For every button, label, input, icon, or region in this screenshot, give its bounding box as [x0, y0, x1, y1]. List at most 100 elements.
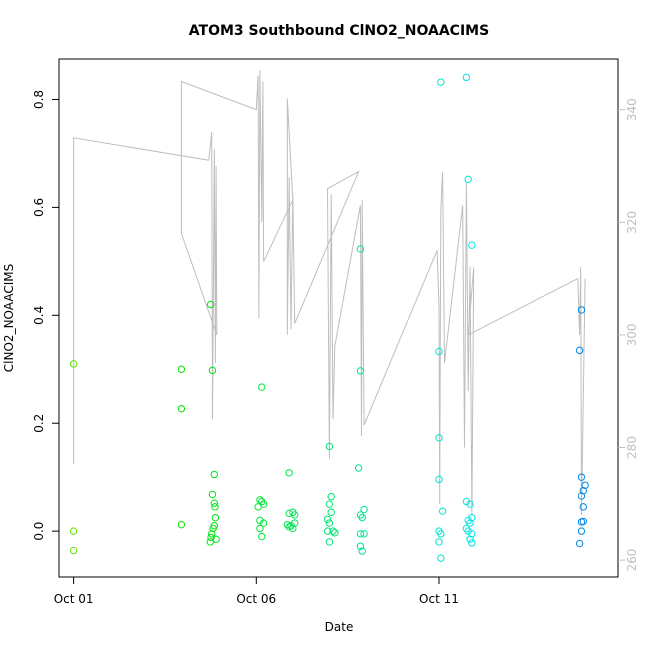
y2-tick-label: 280 [625, 436, 639, 459]
scatter-point [356, 367, 365, 375]
scatter-point [577, 306, 586, 314]
scatter-point [327, 492, 335, 501]
scatter-point [211, 503, 219, 511]
scatter-point [207, 533, 215, 542]
scatter-point [579, 503, 587, 511]
scatter-point [468, 513, 476, 522]
plot-frame [58, 58, 619, 578]
scatter-point [331, 529, 339, 537]
scatter-point [258, 532, 266, 541]
scatter-point [577, 518, 586, 526]
scatter-point [577, 473, 586, 481]
scatter-point [69, 527, 78, 535]
scatter-point [575, 539, 584, 548]
scatter-point [360, 505, 368, 514]
scatter-point [579, 486, 587, 495]
scatter-point [358, 513, 366, 522]
x-tick-label: Oct 01 [54, 592, 94, 606]
scatter-point [256, 524, 264, 533]
gray-line-series [73, 70, 586, 516]
scatter-point [437, 78, 445, 86]
scatter-point [254, 503, 262, 511]
scatter-point [177, 365, 186, 373]
scatter-point [206, 300, 215, 309]
scatter-point [435, 434, 443, 442]
scatter-point [210, 499, 218, 507]
scatter-point [466, 519, 474, 527]
scatter-point [577, 527, 586, 535]
scatter-point [360, 530, 368, 538]
scatter-point [577, 492, 586, 500]
y-tick-label: 0.8 [32, 90, 46, 109]
scatter-point [285, 469, 293, 477]
scatter-point [464, 175, 472, 184]
scatter-point [290, 511, 299, 519]
scatter-point [290, 519, 299, 527]
scatter-point [259, 519, 268, 527]
y2-tick-label: 320 [625, 211, 639, 234]
scatter-point [283, 520, 292, 529]
scatter-point [466, 535, 474, 543]
scatter-point [177, 520, 186, 529]
scatter-point [435, 475, 443, 484]
scatter-point [325, 442, 334, 451]
scatter-point [581, 481, 589, 489]
scatter-point [208, 530, 216, 538]
y-axis-label: ClNO2_NOAACIMS [2, 264, 16, 372]
scatter-point [468, 539, 476, 547]
scatter-point [210, 470, 218, 479]
scatter-point [209, 524, 217, 533]
scatter-point [358, 547, 366, 555]
scatter-point [356, 542, 365, 550]
scatter-point [206, 538, 214, 546]
y-tick-label: 0.6 [32, 198, 46, 217]
scatter-point [462, 73, 471, 82]
scatter-point [325, 500, 334, 508]
x-tick-label: Oct 11 [419, 592, 459, 606]
scatter-point [437, 530, 445, 538]
y-tick-label: 0.4 [32, 306, 46, 325]
scatter-point [327, 508, 335, 516]
y2-tick-label: 300 [625, 323, 639, 346]
scatter-point [468, 241, 476, 249]
scatter-point [258, 383, 266, 391]
scatter-point [208, 490, 217, 499]
scatter-points [69, 73, 589, 562]
scatter-point [437, 554, 445, 562]
scatter-point [356, 530, 365, 538]
scatter-point [354, 464, 363, 472]
gray-line-path [73, 70, 586, 516]
scatter-point [466, 500, 474, 508]
scatter-point [69, 360, 78, 368]
scatter-point [356, 245, 365, 253]
scatter-point [575, 346, 584, 355]
scatter-point [177, 404, 186, 413]
scatter-point [285, 523, 293, 531]
scatter-point [438, 507, 447, 515]
chart-title: ATOM3 Southbound ClNO2_NOAACIMS [189, 23, 489, 39]
scatter-point [325, 538, 334, 546]
scatter-point [468, 530, 476, 538]
scatter-point [323, 515, 332, 523]
scatter-point [208, 366, 217, 375]
scatter-point [285, 509, 293, 518]
y-axis-left: 0.0 0.2 0.4 0.6 0.8 [32, 90, 59, 541]
scatter-point [212, 535, 220, 543]
scatter-point [435, 347, 443, 356]
y-tick-label: 0.0 [32, 522, 46, 541]
y-tick-label: 0.2 [32, 414, 46, 433]
scatter-point [329, 527, 337, 535]
scatter-point [325, 519, 334, 527]
scatter-point [289, 524, 297, 533]
scatter-point [211, 513, 220, 522]
scatter-point [435, 538, 443, 546]
x-tick-label: Oct 06 [236, 592, 276, 606]
x-axis-label: Date [325, 620, 354, 634]
y2-tick-label: 260 [625, 549, 639, 572]
scatter-point [323, 527, 332, 535]
scatter-point [69, 546, 78, 555]
x-axis: Oct 01 Oct 06 Oct 11 [54, 576, 459, 606]
y2-tick-label: 340 [625, 98, 639, 121]
scatter-point [256, 496, 264, 504]
